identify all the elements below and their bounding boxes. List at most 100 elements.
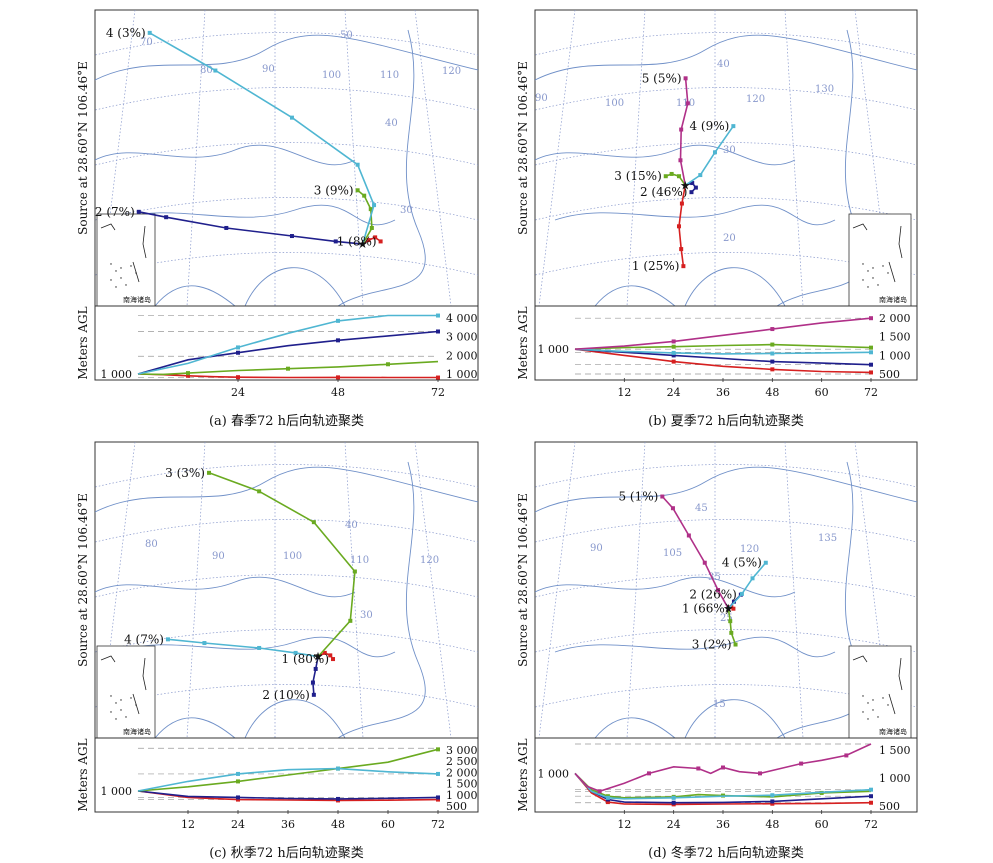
height-marker [770,342,775,347]
trajectory-marker [331,657,336,662]
latitude-line [535,464,917,488]
cluster-label: 4 (9%) [689,119,729,133]
trajectory-marker [147,30,152,35]
panel-a-height-group: 4 000 3 000 2 000 1 000 1 000 24 48 72 [94,305,479,399]
start-height-label: 1 000 [538,767,570,780]
inset-coast [132,693,140,715]
longitude-line [414,10,452,306]
map-content: 50 40 30 70 80 90 100 110 120 南海诸岛 1 (8%) 2 (7%) 3 (… [95,10,478,307]
inset-coast [898,225,903,259]
inset-map [852,655,903,720]
inset-island [872,277,874,279]
trajectory-marker [165,637,170,642]
inset-frame [96,645,156,739]
x-tick-label: 12 [181,818,195,831]
trajectory-marker [676,224,681,229]
longitude-label: 80 [145,539,158,550]
trajectory-line [685,182,697,193]
latitude-label: 15 [713,699,726,710]
latitude-label: 20 [723,233,736,244]
height-marker [597,789,602,794]
latitude-line [95,684,478,708]
longitude-line [626,10,646,306]
trajectory-marker [369,225,374,230]
height-marker [758,771,762,776]
x-tick-label: 36 [716,386,730,399]
trajectory-marker [206,470,211,475]
inset-map [100,223,147,288]
border-line [594,717,676,738]
height-trace [137,330,439,375]
trajectory-line [665,173,686,186]
cluster-label: 4 (7%) [124,632,164,646]
start-height-label: 1 000 [101,785,133,798]
inset-island [110,279,112,281]
height-marker [770,359,775,364]
inset-island [872,709,874,711]
height-marker [436,797,440,802]
x-tick-label: 72 [431,386,445,399]
height-marker [336,318,340,323]
longitude-line [485,442,497,738]
longitude-label: 105 [663,548,682,559]
cluster-label: 1 (66%) [682,602,729,616]
longitude-label: 100 [605,98,624,109]
border-line [95,576,356,598]
border-line [154,285,236,306]
height-marker [436,313,440,318]
x-tick-label: 12 [617,818,631,831]
latitude-line [95,87,478,111]
trajectory-marker [366,238,371,243]
start-height-label: 1 000 [101,368,133,381]
trajectory-marker [362,193,367,198]
source-marker: ★ [723,602,734,616]
longitude-line [98,10,136,306]
height-axis-label: Meters AGL [516,738,530,811]
trajectory-marker [378,239,383,244]
inset-island [882,265,884,267]
latitude-line [95,629,478,653]
height-marker [236,350,240,355]
start-height-label: 1 000 [538,343,570,356]
latitude-line [535,574,917,598]
source-marker: ★ [313,650,324,664]
latitude-line [535,32,917,56]
longitude-label: 90 [212,551,225,562]
border-line [337,29,426,306]
trajectory-marker [311,520,316,525]
trajectory-marker [679,201,684,206]
graticule [535,442,917,738]
trajectory-marker [164,215,169,220]
latitude-line [95,197,478,221]
trajectory-marker [373,235,378,240]
latitude-line [95,32,478,56]
source-marker: ★ [357,237,368,251]
latitude-label: 45 [695,503,708,514]
height-marker [696,766,701,771]
height-marker [236,771,240,776]
inset-label: 南海诸岛 [879,727,907,736]
border-line [337,461,426,738]
trajectory-marker [355,188,360,193]
longitude-label: 120 [442,66,461,77]
height-marker [671,353,676,358]
border-line [684,699,786,738]
trajectory-marker [660,494,665,499]
inset-island [120,277,122,279]
trajectory-marker [731,124,736,129]
caption-a: (a) 春季72 h后向轨迹聚类 [208,414,365,429]
trajectory-marker [202,641,207,646]
border-line [554,204,836,226]
cluster-label: 1 (80%) [282,652,329,666]
height-marker [869,316,873,321]
height-marker [844,753,849,758]
inset-coast [142,225,147,259]
map-frame [94,9,479,307]
inset-island [120,709,122,711]
height-trace [574,317,872,350]
x-tick-label: 36 [281,818,295,831]
height-marker [236,779,240,784]
height-marker [336,796,340,801]
trajectory-marker [712,150,717,155]
longitude-line [925,10,979,306]
